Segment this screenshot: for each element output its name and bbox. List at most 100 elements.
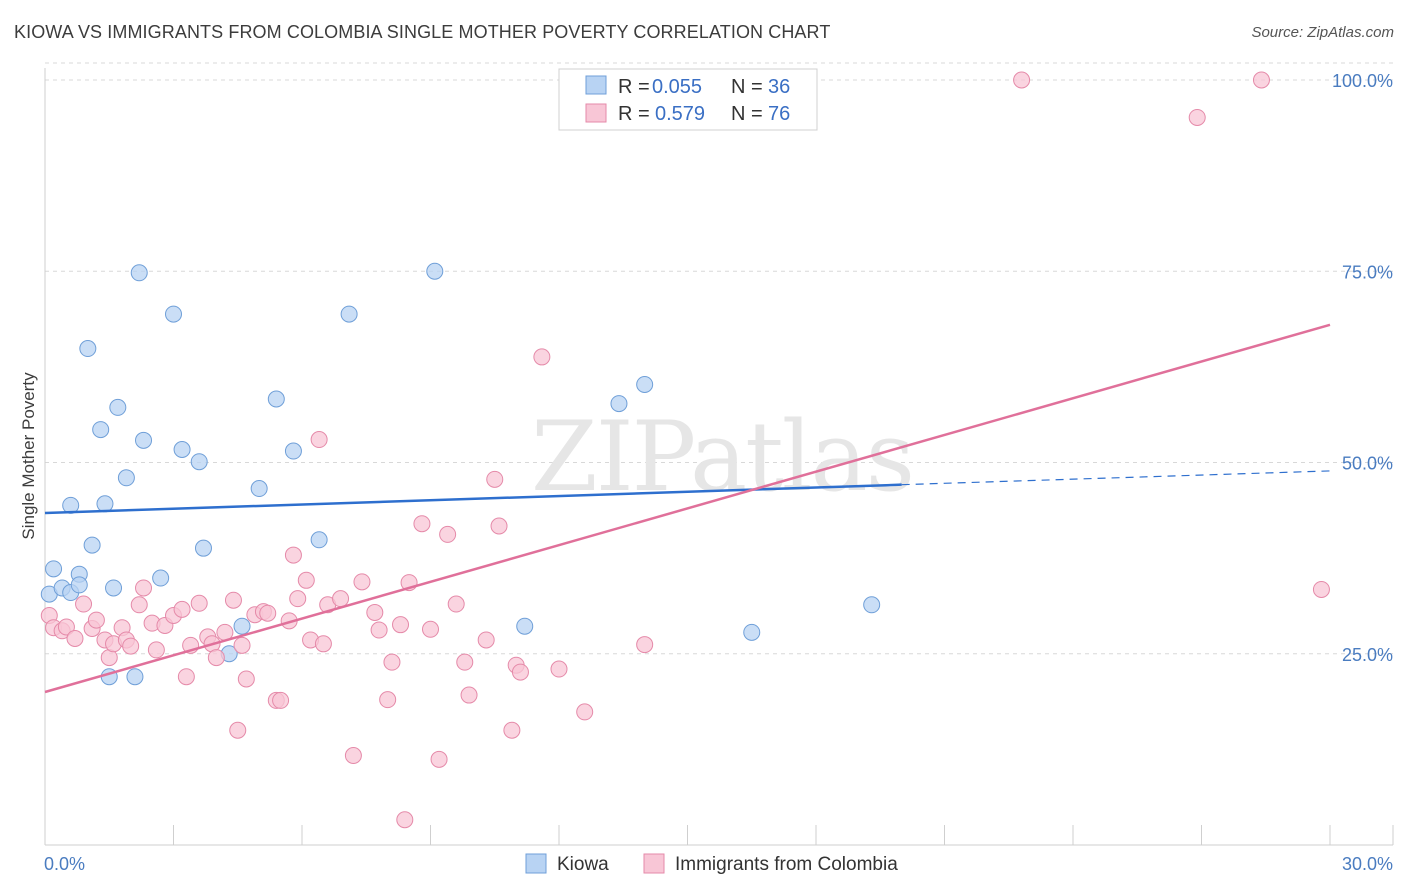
colombia-point bbox=[456, 653, 474, 671]
kiowa-point bbox=[340, 305, 358, 323]
kiowa-point bbox=[610, 395, 628, 413]
bottom-legend-swatch-colombia bbox=[643, 853, 665, 874]
kiowa-point bbox=[130, 264, 148, 282]
chart-title: KIOWA VS IMMIGRANTS FROM COLOMBIA SINGLE… bbox=[14, 22, 831, 42]
colombia-point bbox=[289, 590, 307, 608]
x-tick-label: 0.0% bbox=[44, 854, 85, 874]
kiowa-point bbox=[250, 480, 268, 498]
legend-r-label: R = bbox=[618, 76, 650, 98]
colombia-point bbox=[233, 636, 251, 654]
kiowa-point bbox=[92, 421, 110, 439]
colombia-point bbox=[439, 525, 457, 543]
gridlines bbox=[45, 62, 1393, 655]
colombia-point bbox=[422, 620, 439, 638]
kiowa-point bbox=[636, 375, 654, 393]
colombia-point bbox=[57, 618, 75, 636]
y-axis-title: Single Mother Poverty bbox=[19, 372, 38, 540]
x-tick-label: 30.0% bbox=[1342, 854, 1393, 874]
legend-n-value: 76 bbox=[768, 103, 790, 125]
colombia-point bbox=[284, 546, 302, 564]
colombia-point bbox=[576, 703, 594, 721]
kiowa-point bbox=[190, 453, 208, 471]
bottom-legend-label-kiowa: Kiowa bbox=[557, 854, 609, 875]
kiowa-point bbox=[267, 390, 285, 408]
kiowa-point bbox=[743, 623, 761, 641]
colombia-point bbox=[1188, 108, 1206, 126]
kiowa-trend-extension bbox=[901, 470, 1331, 486]
colombia-point bbox=[550, 660, 568, 678]
colombia-point bbox=[147, 641, 165, 659]
kiowa-point bbox=[426, 262, 444, 280]
colombia-point bbox=[447, 595, 465, 613]
colombia-point bbox=[392, 616, 410, 634]
colombia-point bbox=[430, 750, 448, 768]
colombia-point bbox=[511, 663, 529, 681]
colombia-point bbox=[636, 636, 654, 654]
colombia-point bbox=[122, 637, 140, 655]
legend-r-value: 0.579 bbox=[655, 103, 705, 125]
kiowa-point bbox=[284, 442, 302, 460]
bottom-legend-swatch-kiowa bbox=[525, 853, 547, 874]
kiowa-point bbox=[152, 569, 170, 587]
colombia-point bbox=[272, 691, 290, 709]
colombia-point bbox=[130, 596, 148, 614]
colombia-point bbox=[259, 604, 277, 622]
colombia-point bbox=[353, 573, 371, 591]
colombia-point bbox=[87, 611, 105, 629]
colombia-point bbox=[383, 653, 401, 671]
legend-n-label: N = bbox=[731, 76, 763, 98]
axes bbox=[44, 68, 1394, 846]
bottom-legend: Kiowa Immigrants from Colombia bbox=[525, 853, 898, 875]
colombia-point bbox=[66, 629, 84, 647]
colombia-point bbox=[1312, 580, 1330, 598]
colombia-point bbox=[533, 348, 551, 366]
kiowa-point bbox=[233, 617, 251, 635]
trend-lines bbox=[44, 323, 1331, 694]
colombia-point bbox=[396, 811, 414, 829]
kiowa-point bbox=[83, 536, 101, 554]
colombia-point bbox=[177, 668, 195, 686]
colombia-point bbox=[224, 591, 242, 609]
y-tick-label: 100.0% bbox=[1332, 71, 1393, 91]
top-legend: R = 0.055 N = 36 R = 0.579 N = 76 bbox=[558, 68, 818, 131]
kiowa-point bbox=[126, 668, 144, 686]
colombia-point bbox=[344, 746, 362, 764]
colombia-point bbox=[135, 579, 153, 597]
y-tick-label: 75.0% bbox=[1342, 262, 1393, 282]
legend-n-value: 36 bbox=[768, 76, 790, 98]
x-tick-labels: 0.0% 30.0% bbox=[44, 854, 1393, 874]
legend-r-value: 0.055 bbox=[652, 76, 702, 98]
y-tick-label: 50.0% bbox=[1342, 454, 1393, 474]
colombia-point bbox=[297, 571, 315, 589]
kiowa-point bbox=[863, 596, 881, 614]
kiowa-point bbox=[135, 431, 153, 449]
colombia-point bbox=[413, 515, 431, 533]
colombia-point bbox=[237, 670, 255, 688]
kiowa-point bbox=[70, 576, 88, 594]
colombia-point bbox=[503, 721, 521, 739]
legend-n-label: N = bbox=[731, 103, 763, 125]
kiowa-trend-line bbox=[44, 483, 902, 515]
kiowa-point bbox=[109, 398, 127, 416]
colombia-point bbox=[370, 621, 388, 639]
colombia-point bbox=[1013, 71, 1031, 89]
legend-r-label: R = bbox=[618, 103, 650, 125]
colombia-point bbox=[490, 517, 508, 535]
kiowa-point bbox=[96, 495, 114, 513]
colombia-point bbox=[379, 691, 397, 709]
kiowa-point bbox=[173, 440, 191, 458]
colombia-point bbox=[190, 594, 208, 612]
colombia-point bbox=[366, 603, 384, 621]
kiowa-point bbox=[310, 531, 328, 549]
kiowa-point bbox=[79, 340, 97, 358]
colombia-point bbox=[314, 635, 332, 653]
kiowa-point bbox=[516, 617, 534, 635]
kiowa-point bbox=[165, 305, 182, 323]
kiowa-point bbox=[105, 579, 123, 597]
colombia-point bbox=[173, 600, 191, 618]
y-tick-labels: 25.0% 50.0% 75.0% 100.0% bbox=[1332, 71, 1393, 665]
legend-swatch-colombia bbox=[585, 103, 607, 123]
colombia-point bbox=[310, 431, 328, 449]
colombia-point bbox=[332, 590, 350, 608]
